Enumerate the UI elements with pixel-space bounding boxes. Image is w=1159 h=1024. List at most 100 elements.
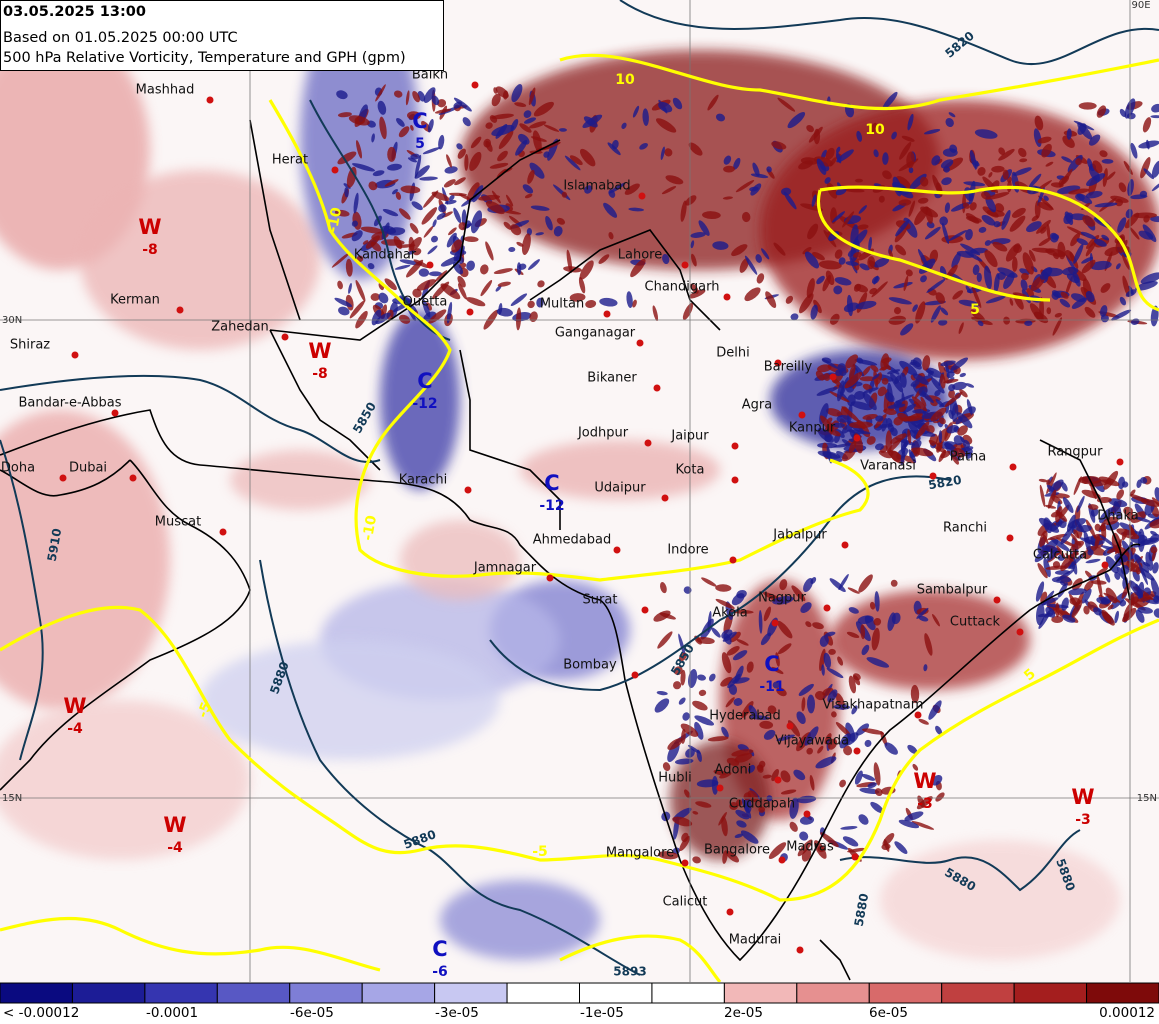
- vorticity-speck: [654, 698, 670, 713]
- vorticity-speck: [1060, 524, 1075, 545]
- vorticity-speck: [422, 299, 431, 318]
- vorticity-speck: [741, 211, 751, 223]
- vorticity-speck: [860, 624, 866, 640]
- temperature-label: -10: [360, 514, 380, 542]
- vorticity-speck: [895, 219, 910, 237]
- city-dot: [464, 486, 472, 494]
- vorticity-speck: [1138, 562, 1148, 585]
- system-letter: W: [63, 694, 86, 718]
- vorticity-speck: [912, 373, 929, 385]
- vorticity-speck: [922, 355, 931, 371]
- vorticity-speck: [799, 815, 815, 825]
- vorticity-speck: [741, 798, 752, 819]
- vorticity-speck: [811, 194, 817, 207]
- grid-label: 15N: [2, 793, 22, 804]
- city-dot: [71, 351, 79, 359]
- vorticity-speck: [696, 749, 702, 762]
- vorticity-speck: [378, 292, 389, 304]
- vorticity-speck: [1039, 267, 1053, 280]
- vorticity-speck: [918, 386, 928, 396]
- vorticity-speck: [903, 275, 909, 292]
- vorticity-speck: [917, 795, 925, 808]
- vorticity-speck: [1090, 260, 1112, 271]
- vorticity-speck: [1077, 122, 1093, 140]
- city-dot: [613, 546, 621, 554]
- vorticity-speck: [345, 258, 353, 277]
- city-label: Jaipur: [670, 429, 709, 444]
- vorticity-speck: [527, 300, 535, 309]
- vorticity-speck: [871, 627, 880, 651]
- vorticity-speck: [1009, 215, 1026, 232]
- vorticity-speck: [750, 715, 770, 720]
- vorticity-speck: [489, 115, 498, 123]
- vorticity-speck: [926, 367, 943, 378]
- vorticity-speck: [985, 195, 997, 213]
- vorticity-speck: [861, 728, 885, 735]
- vorticity-speck: [1104, 572, 1111, 583]
- city-dot: [466, 308, 474, 316]
- vorticity-speck: [725, 697, 735, 708]
- vorticity-blob: [0, 700, 250, 860]
- vorticity-speck: [466, 260, 476, 271]
- vorticity-speck: [861, 366, 871, 377]
- vorticity-speck: [963, 181, 986, 187]
- vorticity-speck: [905, 269, 913, 277]
- vorticity-speck: [931, 155, 941, 166]
- vorticity-speck: [624, 183, 640, 195]
- vorticity-speck: [883, 362, 891, 370]
- system-value: -12: [412, 396, 437, 412]
- vorticity-speck: [1070, 533, 1078, 543]
- vorticity-speck: [832, 422, 845, 428]
- vorticity-speck: [965, 452, 973, 459]
- city-dot: [219, 528, 227, 536]
- vorticity-speck: [1093, 607, 1102, 616]
- vorticity-speck: [1051, 233, 1060, 240]
- city-dot: [636, 339, 644, 347]
- vorticity-speck: [399, 314, 411, 324]
- vorticity-speck: [856, 130, 863, 142]
- vorticity-speck: [569, 293, 586, 302]
- vorticity-speck: [1122, 275, 1130, 297]
- vorticity-speck: [824, 434, 833, 443]
- vorticity-speck: [836, 414, 850, 423]
- colorbar-swatch: [1086, 982, 1159, 1004]
- vorticity-speck: [1115, 198, 1123, 207]
- vorticity-speck: [875, 415, 884, 422]
- vorticity-speck: [890, 450, 901, 462]
- vorticity-speck: [1055, 537, 1077, 548]
- vorticity-speck: [721, 652, 732, 674]
- vorticity-speck: [1150, 577, 1159, 601]
- vorticity-speck: [448, 227, 457, 236]
- vorticity-speck: [1121, 581, 1132, 599]
- vorticity-speck: [744, 287, 761, 302]
- vorticity-speck: [799, 293, 814, 314]
- vorticity-speck: [890, 579, 898, 587]
- vorticity-speck: [384, 179, 399, 187]
- city-label: Lahore: [618, 248, 662, 263]
- vorticity-speck: [368, 181, 378, 191]
- vorticity-speck: [719, 772, 732, 779]
- vorticity-speck: [425, 302, 432, 311]
- city-label: Madurai: [729, 933, 782, 948]
- vorticity-speck: [421, 207, 438, 225]
- colorbar-label: -3e-05: [435, 1005, 479, 1021]
- vorticity-speck: [727, 673, 741, 689]
- vorticity-speck: [1057, 582, 1068, 598]
- vorticity-speck: [1096, 574, 1103, 598]
- vorticity-speck: [841, 439, 851, 446]
- vorticity-speck: [936, 445, 943, 451]
- vorticity-speck: [407, 250, 416, 255]
- vorticity-speck: [953, 447, 966, 458]
- vorticity-speck: [917, 249, 929, 269]
- vorticity-speck: [497, 150, 508, 162]
- vorticity-speck: [948, 409, 954, 420]
- vorticity-speck: [945, 362, 950, 379]
- city-label: Cuddapah: [729, 797, 795, 812]
- vorticity-speck: [734, 833, 744, 839]
- vorticity-speck: [873, 618, 882, 626]
- vorticity-speck: [524, 117, 536, 124]
- vorticity-blob: [200, 640, 500, 760]
- vorticity-speck: [855, 300, 877, 310]
- vorticity-speck: [867, 782, 877, 789]
- vorticity-speck: [1039, 484, 1046, 507]
